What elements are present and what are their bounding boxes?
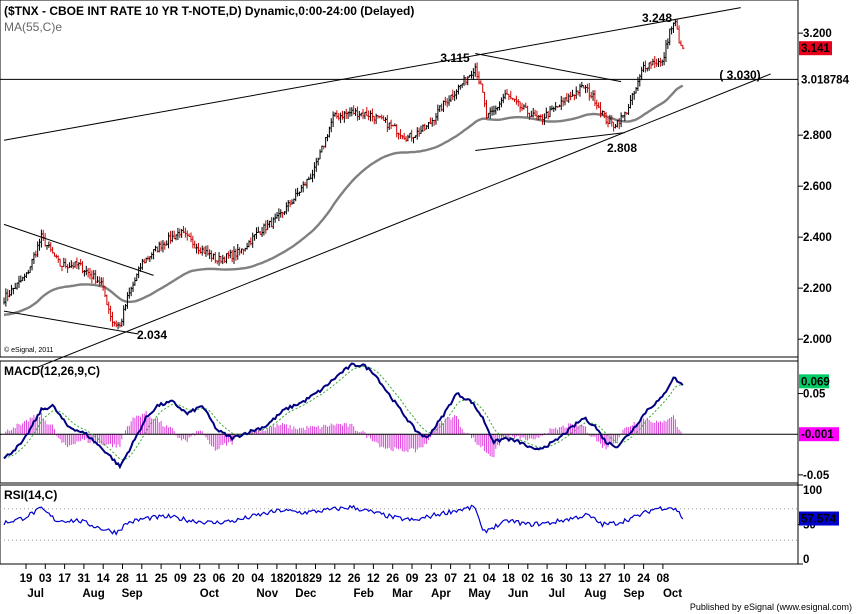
date-axis-day-label: 23	[425, 573, 438, 585]
date-axis-day-label: 03	[39, 573, 52, 585]
macd-panel: 0.05 -0.05 0.069 -0.001	[0, 362, 839, 482]
date-axis-day-label: 30	[560, 573, 573, 585]
chart-title: ($TNX - CBOE INT RATE 10 YR T-NOTE,D) Dy…	[4, 4, 414, 18]
date-axis-day-label: 27	[599, 573, 612, 585]
date-axis-month-label: Oct	[200, 588, 219, 600]
date-axis-month-label: Aug	[584, 588, 606, 600]
date-axis-day-label: 26	[386, 573, 399, 585]
price-axis-tick-label: 3.200	[803, 28, 832, 40]
date-axis-day-label: 10	[618, 573, 631, 585]
price-annotation: 3.248	[642, 11, 672, 25]
reference-level-box	[799, 72, 855, 87]
date-axis-day-label: 12	[367, 573, 380, 585]
date-axis-day-label: 25	[155, 573, 168, 585]
date-axis-day-label: 13	[579, 573, 592, 585]
date-axis-month-label: Sep	[122, 588, 143, 600]
price-axis-tick-label: 2.200	[803, 283, 832, 295]
date-axis-day-label: 2018	[283, 573, 309, 585]
date-axis-day-label: 18	[502, 573, 515, 585]
price-annotation: 3.115	[440, 51, 470, 65]
date-axis-day-label: 23	[193, 573, 206, 585]
date-axis-month-label: Dec	[295, 588, 317, 600]
ma-legend-label: MA(55,C)e	[4, 20, 62, 34]
date-axis-month-label: Feb	[354, 588, 374, 600]
wedge-upper-line	[3, 223, 154, 276]
date-axis-month-label: Jul	[548, 588, 565, 600]
date-axis-month-label: Aug	[82, 588, 104, 600]
date-axis-day-label: 07	[444, 573, 457, 585]
date-axis-month-label: Oct	[663, 588, 682, 600]
macd-line	[3, 362, 684, 470]
rsi-axis-tick-label: 100	[803, 485, 822, 497]
date-axis-day-label: 09	[406, 573, 419, 585]
date-axis-day-label: 29	[309, 573, 322, 585]
date-axis-day-label: 18	[271, 573, 284, 585]
date-axis-month-label: Jul	[27, 588, 44, 600]
latest-price-box	[799, 41, 832, 56]
price-axis-tick-label: 2.400	[803, 232, 832, 244]
date-axis: 19 03 17 31 14 28 11 25 09 23 06 20 04 18 2018 29 12 26 12…	[20, 564, 682, 600]
date-axis-day-label: 04	[251, 573, 264, 585]
date-axis-day-label: 24	[637, 573, 650, 585]
macd-value-box	[799, 374, 829, 389]
date-axis-day-label: 08	[657, 573, 670, 585]
date-axis-day-label: 02	[521, 573, 534, 585]
price-panel: 2.000 2.200 2.400 2.600 2.800 3.200 3.018784 3.…	[0, 7, 855, 368]
macd-histogram-value-label: -0.001	[801, 429, 834, 441]
date-axis-day-label: 16	[541, 573, 554, 585]
rsi-panel: 10050057.574	[0, 484, 839, 566]
price-annotation: 2.034	[137, 328, 167, 342]
date-axis-day-label: 12	[328, 573, 341, 585]
price-axis-tick-label: 2.800	[803, 130, 832, 142]
macd-signal-line	[3, 365, 683, 461]
date-axis-month-label: Sep	[623, 588, 644, 600]
date-axis-month-label: Apr	[431, 588, 451, 600]
price-annotation: ( 3.030)	[719, 68, 760, 82]
price-axis-tick-label: 2.000	[803, 334, 832, 346]
published-by-footer: Published by eSignal (www.esignal.com)	[690, 602, 852, 612]
rsi-line	[3, 504, 684, 536]
date-axis-day-label: 26	[348, 573, 361, 585]
rsi-value-label: 57.574	[801, 514, 837, 526]
macd-value-label: 0.069	[801, 376, 830, 388]
date-axis-month-label: Nov	[256, 588, 278, 600]
date-axis-day-label: 06	[213, 573, 226, 585]
date-axis-day-label: 20	[232, 573, 245, 585]
date-axis-day-label: 09	[174, 573, 187, 585]
date-axis-day-label: 31	[78, 573, 91, 585]
date-axis-month-label: Jun	[508, 588, 528, 600]
macd-axis-tick-label: -0.05	[803, 470, 830, 482]
wedge-lower-line	[3, 310, 139, 335]
date-axis-day-label: 21	[464, 573, 477, 585]
price-panel-frame	[0, 0, 799, 358]
rsi-axis-tick-label: 0	[803, 554, 809, 566]
price-axis-tick-label: 2.600	[803, 181, 832, 193]
triangle-upper-line	[475, 53, 622, 83]
lower-support-line	[37, 73, 771, 368]
price-annotation: 2.808	[607, 141, 637, 155]
date-axis-day-label: 11	[136, 573, 149, 585]
date-axis-day-label: 19	[20, 573, 33, 585]
triangle-lower-line	[475, 132, 625, 151]
macd-axis-tick-label: 0.05	[803, 389, 826, 401]
rsi-panel-frame	[0, 484, 799, 565]
date-axis-day-label: 04	[483, 573, 496, 585]
upper-channel-line	[3, 7, 741, 141]
copyright-label: © eSignal, 2011	[4, 346, 54, 354]
macd-histogram-value-box	[799, 427, 839, 442]
date-axis-month-label: Mar	[392, 588, 413, 600]
date-axis-day-label: 14	[97, 573, 110, 585]
latest-price-label: 3.141	[801, 43, 830, 55]
reference-level-label: 3.018784	[801, 74, 850, 86]
rsi-legend-label: RSI(14,C)	[4, 488, 57, 502]
macd-legend-label: MACD(12,26,9,C)	[4, 364, 100, 378]
rsi-value-box	[799, 511, 839, 526]
moving-average-line	[3, 84, 684, 317]
date-axis-month-label: May	[468, 588, 491, 600]
date-axis-day-label: 28	[116, 573, 129, 585]
date-axis-day-label: 17	[58, 573, 71, 585]
